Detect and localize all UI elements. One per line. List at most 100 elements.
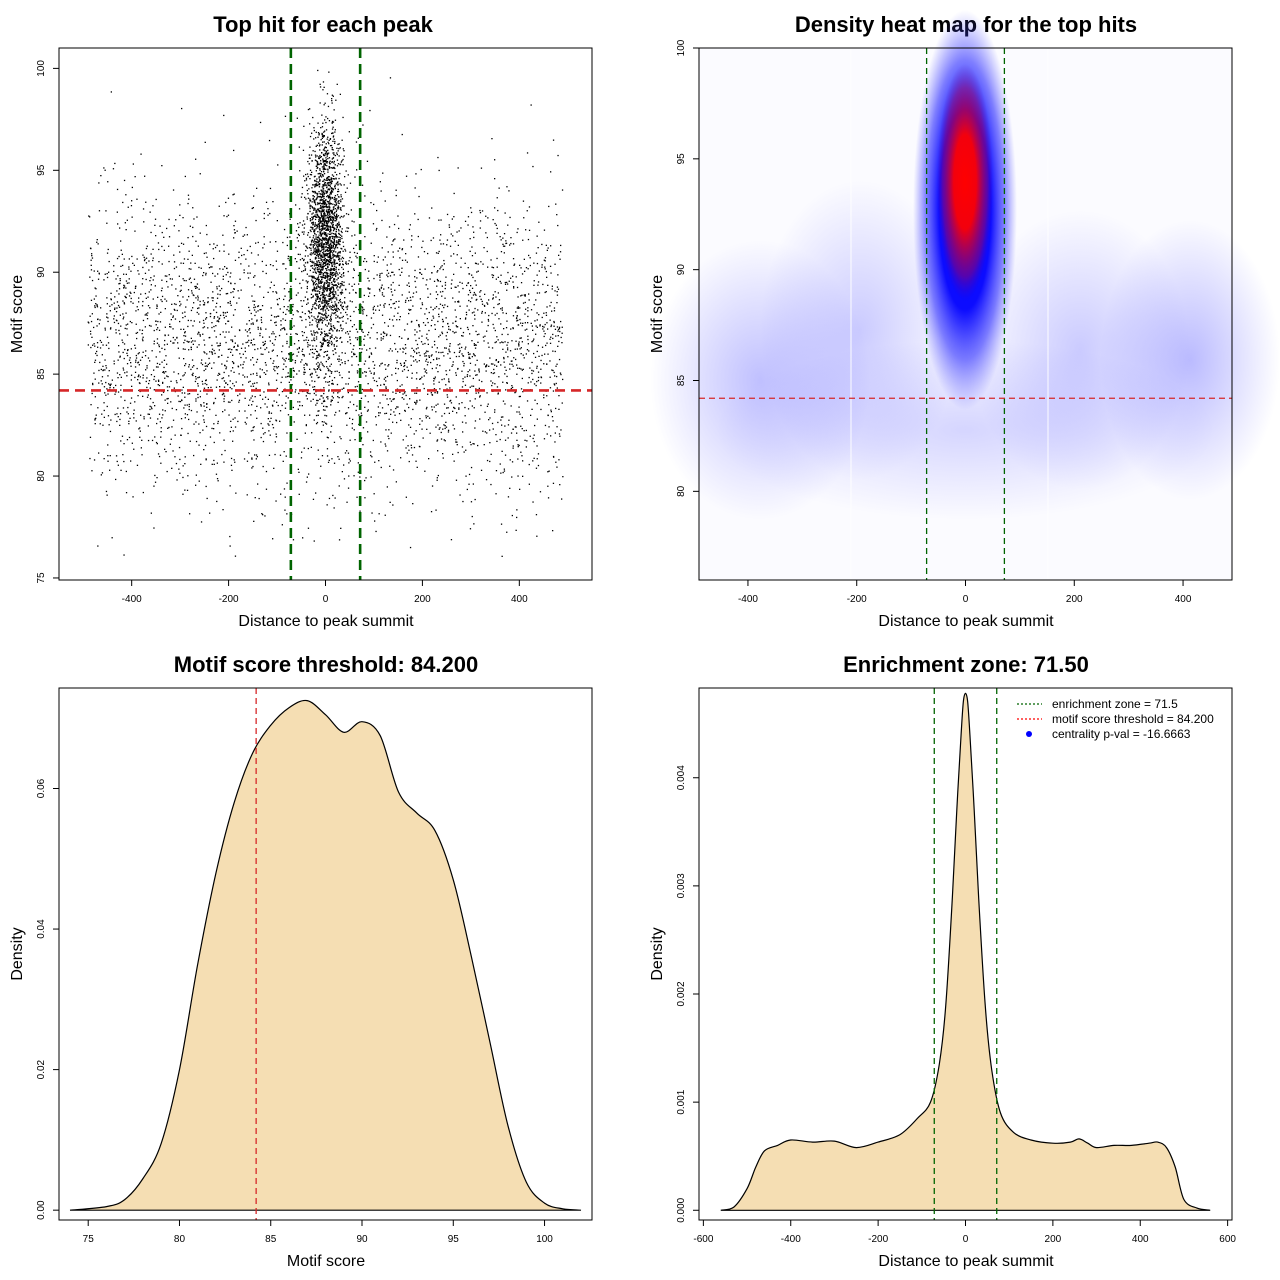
scatter-point [254, 410, 256, 412]
scatter-point [428, 355, 430, 357]
scatter-point [333, 247, 335, 249]
scatter-point [445, 426, 448, 428]
scatter-point [456, 231, 458, 233]
scatter-point [466, 305, 468, 307]
scatter-point [526, 328, 528, 330]
scatter-point [336, 279, 338, 281]
scatter-point [328, 196, 331, 199]
scatter-point [283, 306, 285, 308]
scatter-point [309, 244, 311, 246]
scatter-point [301, 405, 303, 407]
scatter-point [332, 325, 335, 327]
scatter-point [224, 409, 226, 411]
scatter-point [462, 431, 464, 433]
scatter-point [172, 419, 175, 421]
scatter-point [396, 362, 398, 364]
scatter-point [309, 392, 311, 395]
scatter-point [321, 277, 323, 279]
scatter-point [335, 411, 337, 414]
scatter-point [297, 233, 300, 235]
scatter-point [250, 342, 252, 344]
scatter-point [379, 412, 381, 414]
scatter-point [520, 368, 522, 370]
scatter-point [508, 419, 510, 421]
scatter-point [244, 350, 246, 353]
scatter-point [455, 331, 457, 333]
scatter-point [184, 372, 186, 374]
scatter-point [117, 416, 119, 418]
scatter-point [126, 375, 128, 377]
scatter-point [448, 350, 450, 352]
scatter-point [286, 342, 288, 345]
scatter-point [104, 169, 106, 171]
scatter-point [137, 379, 139, 381]
scatter-point [322, 209, 324, 211]
scatter-point [306, 364, 308, 366]
scatter-point [284, 407, 287, 409]
scatter-point [527, 338, 529, 341]
scatter-point [245, 423, 247, 425]
scatter-point [128, 436, 131, 439]
scatter-point [123, 273, 125, 275]
scatter-point [131, 186, 133, 189]
scatter-point [253, 382, 256, 384]
scatter-point [259, 121, 262, 124]
scatter-point [403, 362, 405, 364]
scatter-point [174, 434, 176, 436]
scatter-point [556, 466, 558, 468]
scatter-point [135, 354, 137, 357]
scatter-point [223, 400, 225, 403]
scatter-point [313, 337, 315, 339]
scatter-point [511, 476, 513, 478]
scatter-point [95, 303, 97, 305]
scatter-point [547, 471, 549, 473]
scatter-point [511, 360, 513, 362]
scatter-point [552, 390, 555, 392]
scatter-point [406, 403, 408, 405]
scatter-point [256, 372, 258, 374]
scatter-point [409, 546, 412, 549]
scatter-point [541, 346, 544, 348]
scatter-point [343, 150, 345, 152]
scatter-point [132, 302, 134, 304]
scatter-point [421, 246, 423, 249]
scatter-point [89, 457, 91, 460]
scatter-point [548, 404, 550, 406]
scatter-point [323, 173, 326, 175]
scatter-point [401, 370, 404, 372]
scatter-point [397, 406, 399, 408]
scatter-point [363, 344, 365, 346]
scatter-point [192, 374, 194, 377]
scatter-point [469, 375, 471, 377]
scatter-point [449, 369, 451, 371]
scatter-point [553, 310, 556, 312]
scatter-point [527, 307, 529, 309]
scatter-point [444, 427, 446, 430]
scatter-point [157, 327, 159, 329]
scatter-point [115, 391, 117, 393]
scatter-point [169, 443, 171, 445]
scatter-point [218, 345, 220, 347]
scatter-point [326, 195, 328, 198]
scatter-point [317, 286, 320, 288]
scatter-point [522, 200, 525, 202]
scatter-point [103, 279, 105, 281]
scatter-point [364, 236, 366, 238]
scatter-point [286, 236, 289, 239]
scatter-point [317, 410, 319, 412]
scatter-point [319, 349, 321, 351]
scatter-point [215, 325, 217, 327]
scatter-point [329, 336, 331, 338]
scatter-point [136, 306, 138, 308]
scatter-point [344, 352, 346, 354]
scatter-point [354, 176, 356, 178]
scatter-point [425, 352, 427, 354]
scatter-point [329, 375, 331, 378]
scatter-point [307, 527, 310, 529]
scatter-point [549, 387, 552, 389]
scatter-point [522, 391, 524, 393]
scatter-point [466, 375, 468, 378]
scatter-point [107, 181, 109, 183]
scatter-point [106, 494, 108, 496]
scatter-point [255, 458, 257, 460]
